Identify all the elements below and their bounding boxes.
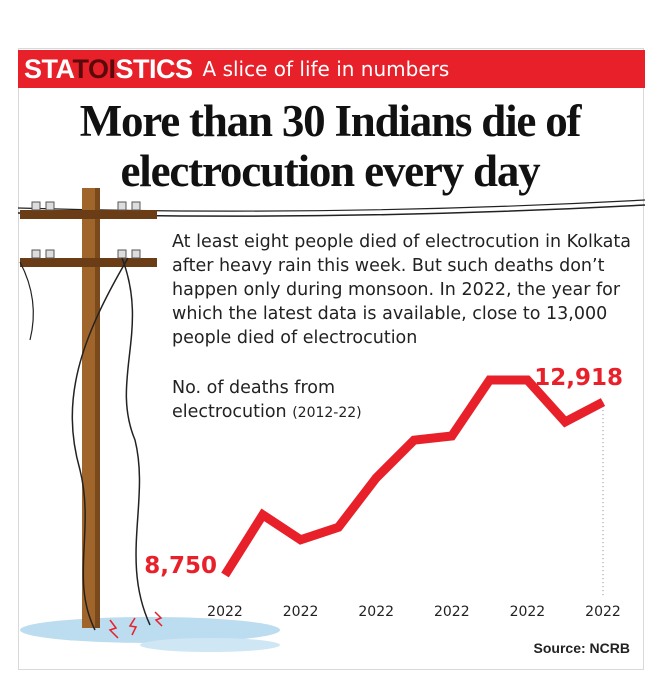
line-chart: 2022 2022 2022 2022 2022 2022 8,750 12,918 — [144, 365, 623, 620]
puddle — [140, 638, 280, 652]
source: Source: NCRB — [533, 640, 630, 656]
brand-part: TOI — [72, 53, 117, 84]
tagline: A slice of life in numbers — [202, 57, 450, 81]
value-label: 8,750 — [144, 553, 217, 579]
x-tick-label: 2022 — [585, 604, 621, 620]
crossarm — [20, 210, 157, 219]
title: More than 30 Indians die of electrocutio… — [79, 96, 582, 196]
x-tick-label: 2022 — [358, 604, 394, 620]
x-tick-label: 2022 — [434, 604, 470, 620]
banner: STATOISTICS A slice of life in numbers — [18, 50, 645, 88]
wire — [19, 261, 34, 341]
data-line — [221, 375, 606, 578]
x-tick-label: 2022 — [283, 604, 319, 620]
brand-part: STICS — [115, 53, 194, 84]
value-label: 12,918 — [534, 365, 623, 391]
x-tick-label: 2022 — [510, 604, 546, 620]
brand: STATOISTICS — [18, 54, 193, 85]
insulators — [31, 201, 141, 259]
description: At least eight people died of electrocut… — [172, 232, 631, 348]
chart-label: No. of deaths from electrocution (2012-2… — [172, 376, 402, 425]
x-tick-label: 2022 — [207, 604, 243, 620]
crossarm — [20, 258, 157, 267]
frame — [18, 48, 644, 670]
brand-part: STA — [24, 53, 73, 84]
fallen-wire — [71, 257, 129, 631]
sparks — [108, 611, 163, 639]
pole-shade — [95, 188, 100, 628]
chart-label-period: (2012-22) — [292, 405, 362, 421]
fallen-wire — [121, 257, 151, 626]
chart-label-text: No. of deaths from electrocution — [172, 378, 336, 422]
